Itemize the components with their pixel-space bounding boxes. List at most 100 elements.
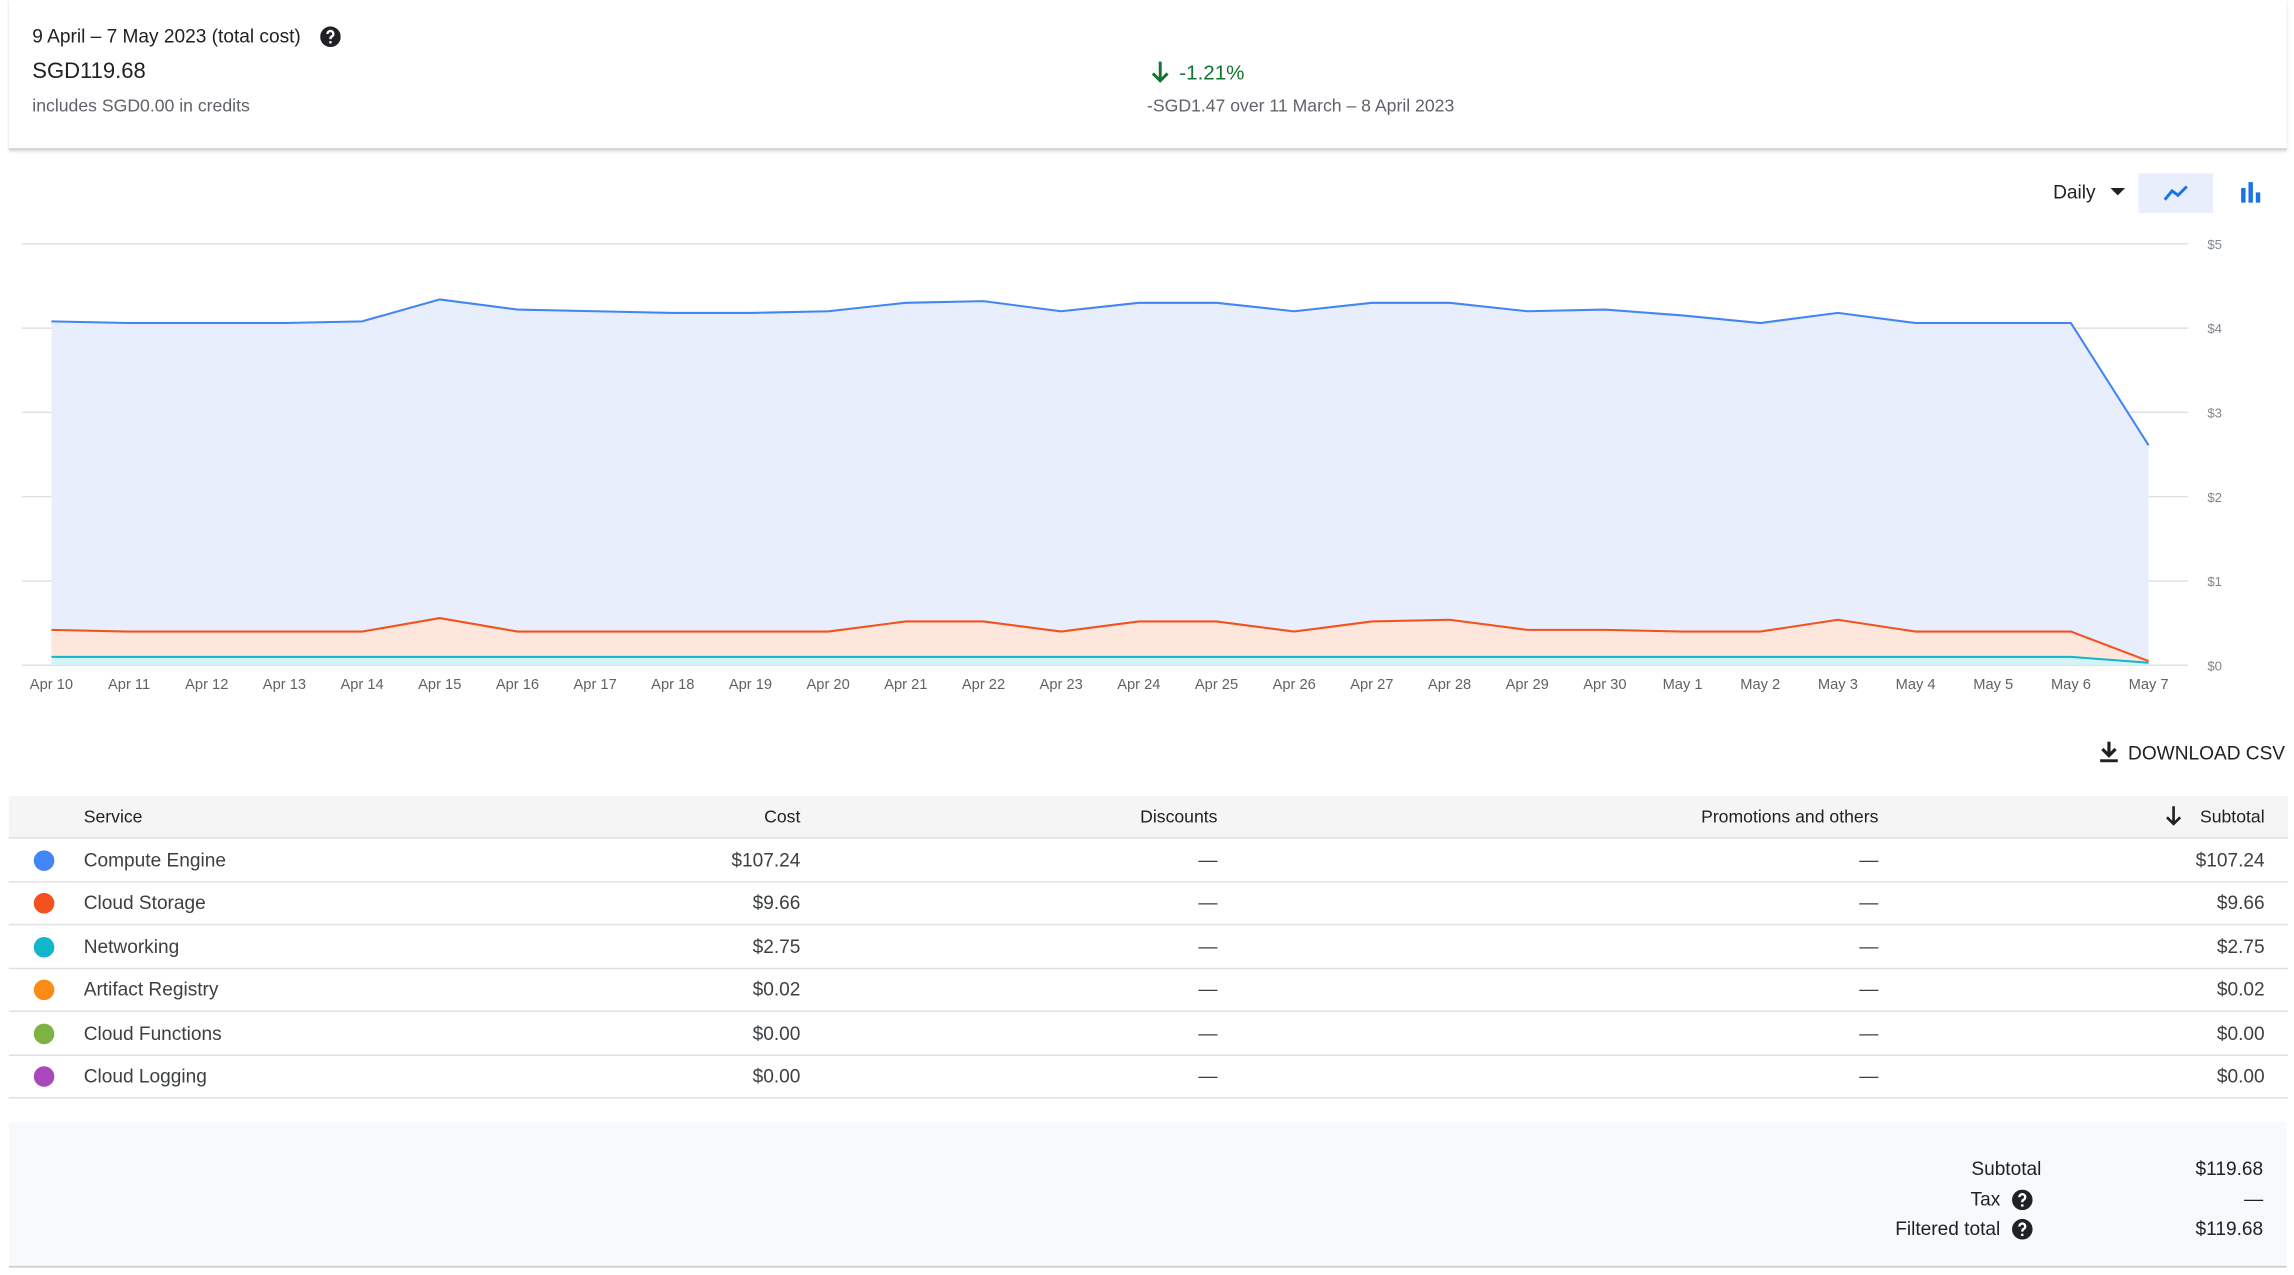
dropdown-caret bbox=[2110, 187, 2126, 196]
download-csv[interactable]: DOWNLOAD CSV bbox=[2128, 741, 2286, 764]
x-tick-label: Apr 16 bbox=[496, 677, 539, 693]
totals-card: Subtotal $119.68 Tax — Filtered total $119.68 bbox=[8, 1122, 2287, 1268]
x-tick-label: May 5 bbox=[1973, 677, 2013, 693]
x-tick-label: Apr 20 bbox=[807, 677, 850, 693]
discounts: — bbox=[1198, 978, 1218, 1001]
y-tick-label: $2 bbox=[2207, 490, 2222, 505]
comparison: -SGD1.47 over 11 March – 8 April 2023 bbox=[1147, 95, 1455, 117]
discounts: — bbox=[1198, 1021, 1218, 1044]
x-tick-label: Apr 18 bbox=[651, 677, 694, 693]
series-line bbox=[51, 655, 2149, 664]
promotions: — bbox=[1859, 892, 1879, 915]
x-tick-label: Apr 14 bbox=[340, 677, 383, 693]
x-tick-label: Apr 27 bbox=[1350, 677, 1393, 693]
x-tick-label: Apr 21 bbox=[884, 677, 927, 693]
summary-title: 9 April – 7 May 2023 (total cost) bbox=[32, 24, 301, 47]
summary-card: 9 April – 7 May 2023 (total cost) SGD119… bbox=[8, 0, 2287, 150]
promotions: — bbox=[1859, 935, 1879, 958]
x-tick-label: Apr 19 bbox=[729, 677, 772, 693]
help bbox=[2000, 1217, 2041, 1240]
subtotal: $0.00 bbox=[2216, 1064, 2265, 1087]
x-tick-label: Apr 12 bbox=[185, 677, 228, 693]
cost: $0.00 bbox=[752, 1021, 801, 1044]
service-name: Cloud Logging bbox=[83, 1064, 207, 1087]
x-tick-label: Apr 30 bbox=[1583, 677, 1626, 693]
total-value: — bbox=[2244, 1187, 2264, 1210]
cost: $0.02 bbox=[752, 978, 801, 1001]
subtotal: $107.24 bbox=[2195, 848, 2265, 871]
subtotal: $9.66 bbox=[2216, 892, 2265, 915]
y-tick-label: $1 bbox=[2207, 574, 2222, 589]
y-tick-label: $5 bbox=[2207, 237, 2222, 252]
x-tick-label: Apr 26 bbox=[1273, 677, 1316, 693]
series-line bbox=[51, 298, 2150, 446]
header-cost[interactable]: Cost bbox=[764, 806, 801, 827]
subtotal: $0.02 bbox=[2216, 978, 2265, 1001]
x-tick-label: May 7 bbox=[2129, 677, 2169, 693]
total-value: $119.68 bbox=[2195, 1157, 2264, 1180]
help-icon[interactable] bbox=[2012, 1218, 2033, 1240]
x-tick-label: May 4 bbox=[1896, 677, 1936, 693]
service-name: Networking bbox=[83, 935, 180, 958]
service-dot bbox=[33, 1023, 55, 1044]
cost: $9.66 bbox=[752, 892, 801, 915]
y-tick-label: $0 bbox=[2207, 658, 2222, 673]
subtotal: $0.00 bbox=[2216, 1021, 2265, 1044]
promotions: — bbox=[1859, 848, 1879, 871]
y-tick-label: $3 bbox=[2207, 406, 2222, 421]
x-tick-label: May 2 bbox=[1740, 677, 1780, 693]
table-row: Artifact Registry $0.02 — — $0.02 bbox=[8, 968, 2289, 1013]
service-name: Artifact Registry bbox=[83, 978, 219, 1001]
granularity-dropdown[interactable]: Daily bbox=[2053, 180, 2096, 203]
service-dot bbox=[33, 1066, 55, 1087]
discounts: — bbox=[1198, 892, 1218, 915]
area-fill bbox=[51, 656, 2149, 666]
table-row: Cloud Logging $0.00 — — $0.00 bbox=[8, 1054, 2289, 1099]
x-tick-label: Apr 29 bbox=[1506, 677, 1549, 693]
discounts: — bbox=[1198, 848, 1218, 871]
subtotal: $2.75 bbox=[2216, 935, 2265, 958]
service-name: Cloud Functions bbox=[83, 1021, 222, 1044]
header-discounts[interactable]: Discounts bbox=[1140, 806, 1218, 827]
area-fill bbox=[51, 618, 2149, 663]
service-dot bbox=[33, 850, 55, 871]
change-percent: -1.21% bbox=[1179, 60, 1245, 84]
series-line bbox=[51, 617, 2149, 663]
cost: $2.75 bbox=[752, 935, 801, 958]
download-icon bbox=[2100, 741, 2118, 763]
down-arrow bbox=[1151, 61, 1169, 83]
x-tick-label: Apr 25 bbox=[1195, 677, 1238, 693]
line-view-button[interactable] bbox=[2138, 173, 2214, 213]
x-tick-label: Apr 10 bbox=[30, 677, 73, 693]
x-tick-label: May 3 bbox=[1818, 677, 1858, 693]
x-tick-label: Apr 24 bbox=[1117, 677, 1160, 693]
help-icon[interactable] bbox=[320, 26, 341, 47]
table-header: Service Cost Discounts Promotions and ot… bbox=[8, 795, 2289, 839]
promotions: — bbox=[1859, 1021, 1879, 1044]
x-tick-label: Apr 11 bbox=[108, 677, 150, 693]
service-dot bbox=[33, 936, 55, 958]
total-cost: SGD119.68 bbox=[32, 58, 146, 84]
service-name: Cloud Storage bbox=[83, 892, 206, 915]
help-icon[interactable] bbox=[2012, 1188, 2033, 1210]
promotions: — bbox=[1859, 978, 1879, 1001]
bar-view-button[interactable] bbox=[2232, 173, 2272, 213]
table-row: Cloud Functions $0.00 — — $0.00 bbox=[8, 1011, 2289, 1056]
header-service[interactable]: Service bbox=[83, 806, 143, 827]
header-subtotal[interactable]: Subtotal bbox=[2199, 806, 2265, 827]
discounts: — bbox=[1198, 935, 1218, 958]
table-row: Cloud Storage $9.66 — — $9.66 bbox=[8, 882, 2289, 926]
help bbox=[2000, 1187, 2041, 1210]
credits: includes SGD0.00 in credits bbox=[32, 95, 250, 117]
x-tick-label: Apr 15 bbox=[418, 677, 461, 693]
cost: $0.00 bbox=[752, 1064, 801, 1087]
x-tick-label: Apr 23 bbox=[1040, 677, 1083, 693]
x-tick-label: May 1 bbox=[1663, 677, 1703, 693]
header-promotions[interactable]: Promotions and others bbox=[1701, 806, 1879, 827]
service-name: Compute Engine bbox=[83, 848, 226, 871]
area-fill bbox=[51, 299, 2149, 662]
x-tick-label: Apr 13 bbox=[263, 677, 306, 693]
cost: $107.24 bbox=[731, 848, 801, 871]
x-tick-label: Apr 22 bbox=[962, 677, 1005, 693]
sort-arrow bbox=[2166, 806, 2182, 826]
